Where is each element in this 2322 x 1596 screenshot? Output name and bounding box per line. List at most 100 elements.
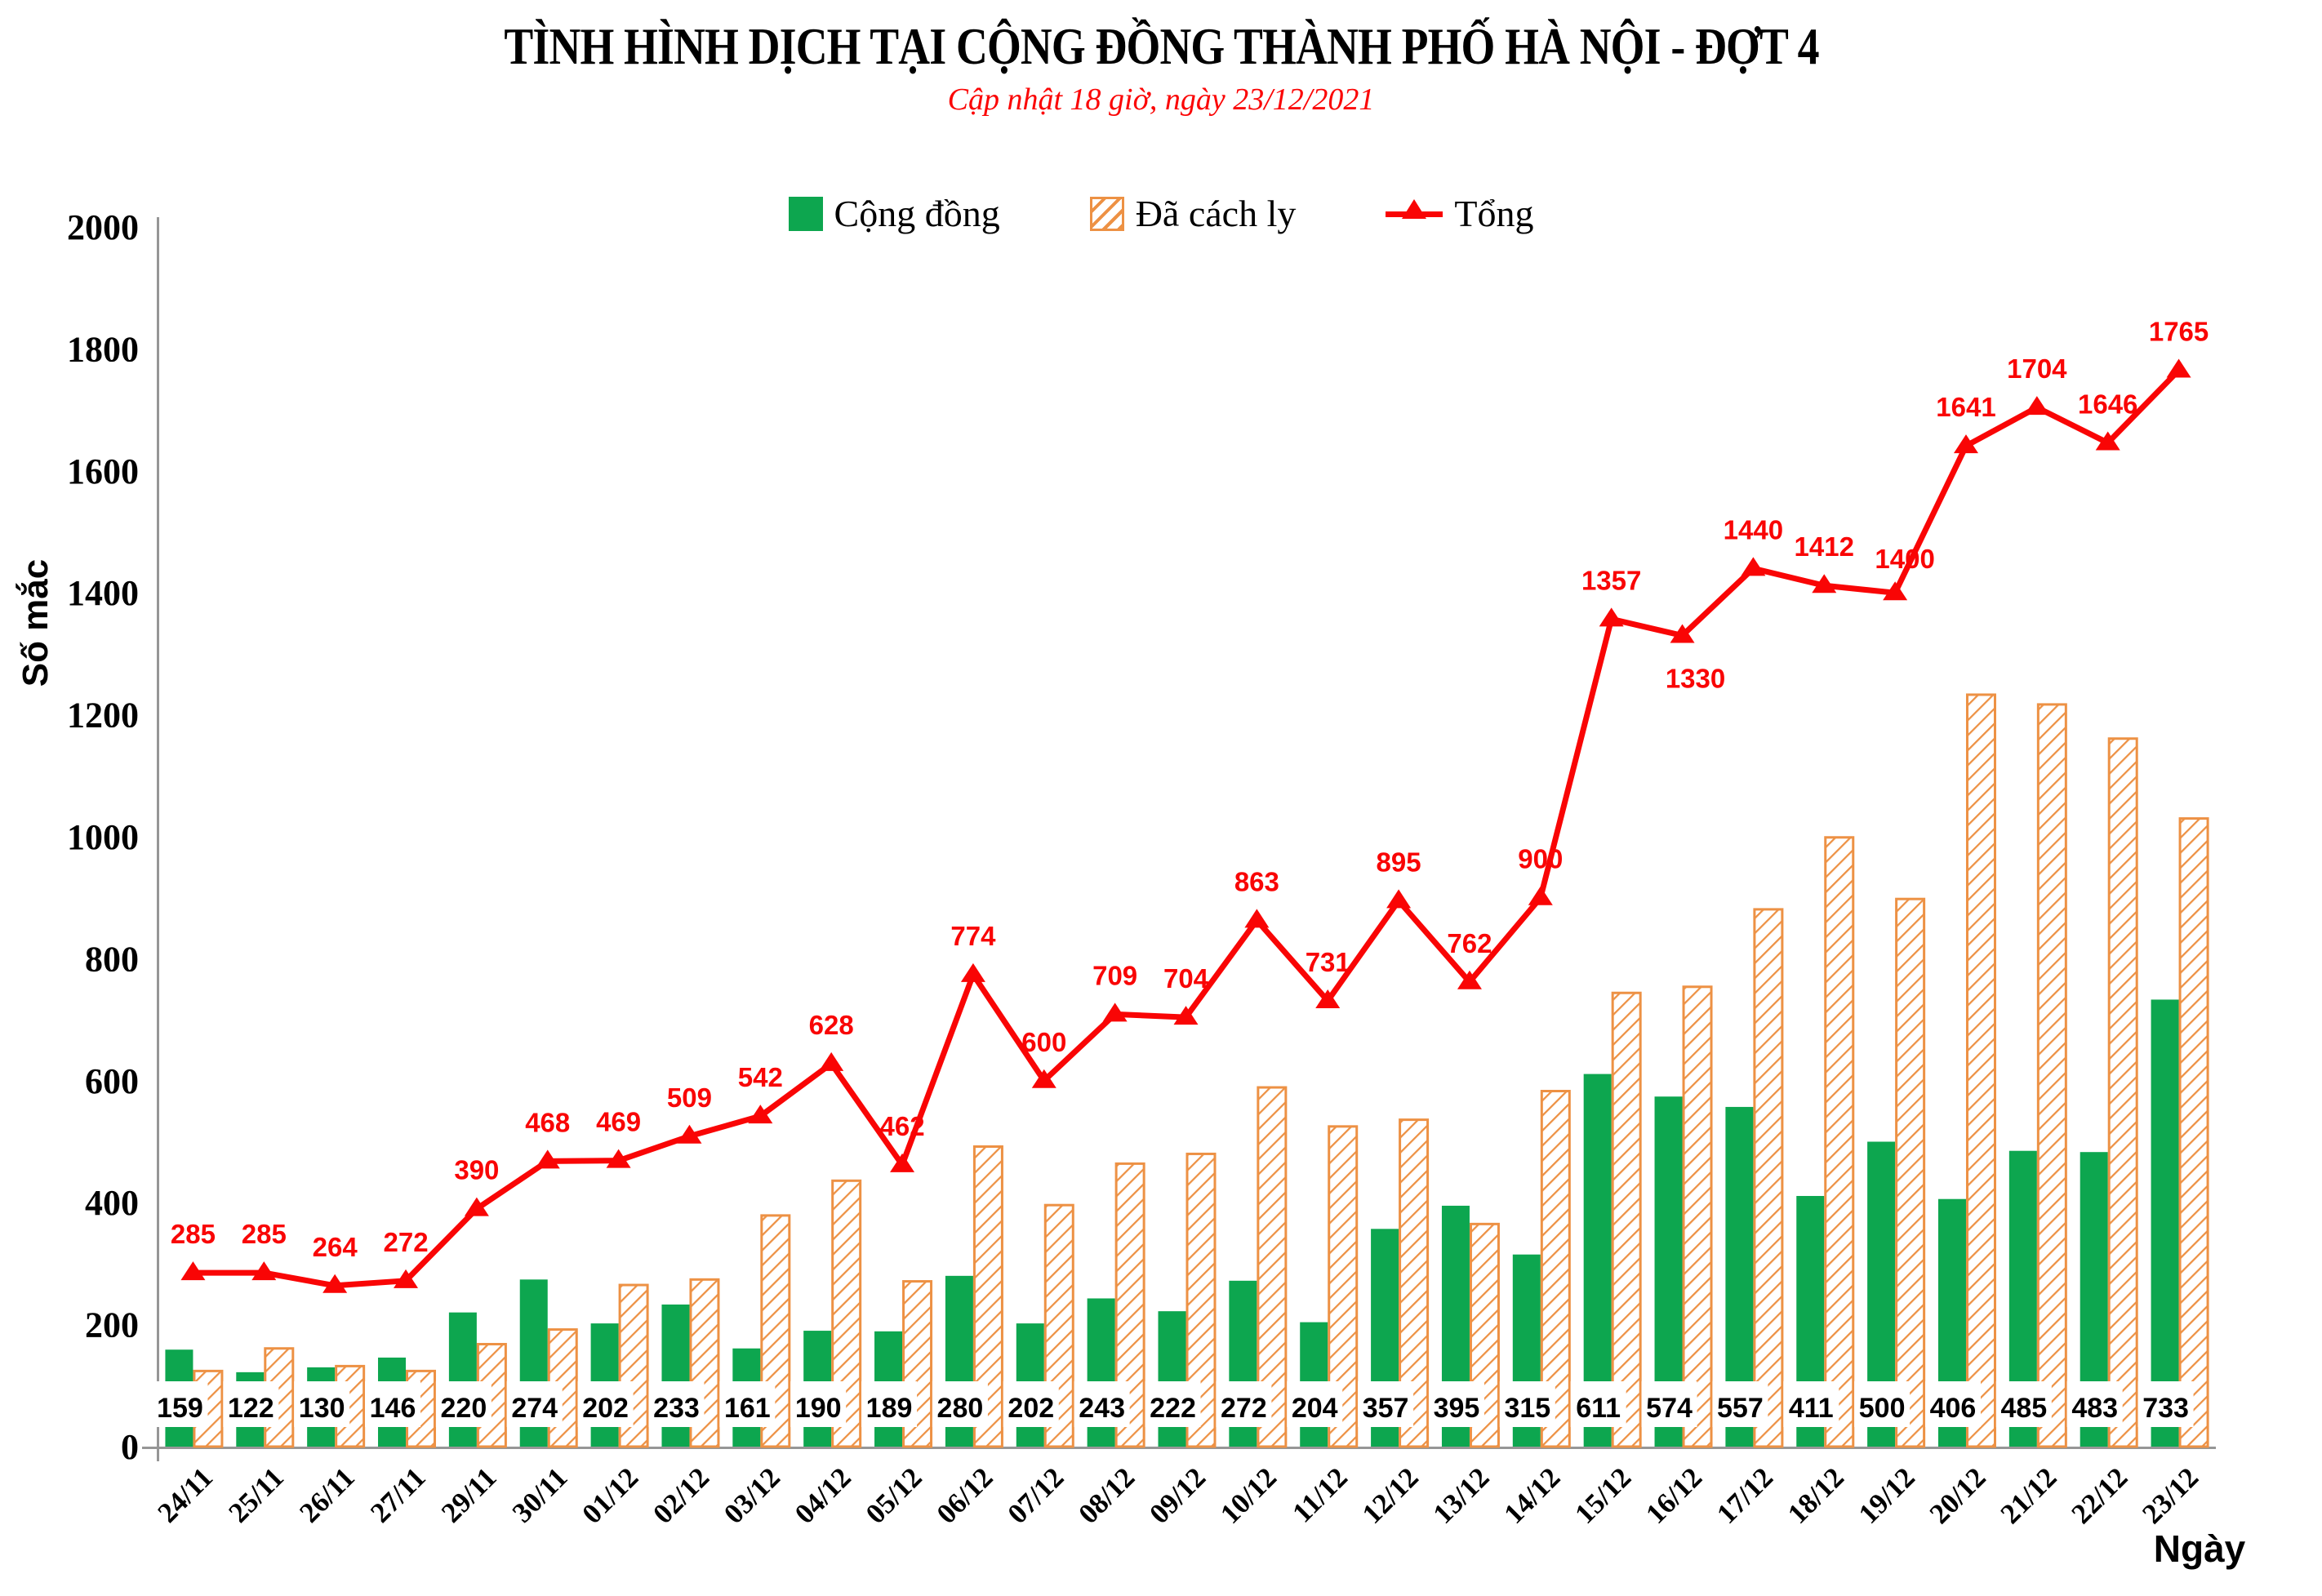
x-tick-label: 29/11 bbox=[435, 1461, 503, 1529]
y-tick-label: 1000 bbox=[67, 817, 139, 857]
bar-da-cach-ly bbox=[1965, 693, 1996, 1448]
bar-label-box bbox=[1358, 1381, 1414, 1427]
line-value-label: 272 bbox=[383, 1227, 428, 1257]
bar-value-label: 411 bbox=[1789, 1393, 1834, 1424]
x-tick-label: 26/11 bbox=[293, 1461, 361, 1529]
bar-da-cach-ly bbox=[1824, 836, 1855, 1448]
bar-value-label: 485 bbox=[2000, 1393, 2047, 1424]
legend-swatch-line-triangle bbox=[1386, 194, 1443, 233]
triangle-marker bbox=[1741, 557, 1766, 576]
legend-label-cong-dong: Cộng đồng bbox=[834, 193, 1000, 234]
triangle-marker bbox=[1173, 1006, 1199, 1025]
bar-da-cach-ly bbox=[1399, 1118, 1430, 1448]
bar-da-cach-ly bbox=[264, 1347, 295, 1448]
bar-label-box bbox=[577, 1381, 634, 1427]
bar-label-box bbox=[648, 1381, 705, 1427]
bar-label-box bbox=[152, 1381, 208, 1427]
bar-label-box bbox=[861, 1381, 918, 1427]
triangle-marker bbox=[2095, 431, 2120, 451]
bar-value-label: 272 bbox=[1221, 1393, 1267, 1424]
bar-label-box bbox=[2137, 1381, 2194, 1427]
triangle-marker bbox=[1102, 1003, 1128, 1022]
line-value-label: 895 bbox=[1377, 847, 1421, 877]
total-line bbox=[180, 358, 2191, 1293]
x-tick-label: 22/12 bbox=[2065, 1461, 2133, 1530]
line-value-label: 462 bbox=[880, 1111, 925, 1141]
x-tick-label: 16/12 bbox=[1639, 1461, 1708, 1530]
bar-value-label: 190 bbox=[795, 1393, 842, 1424]
x-tick-label: 14/12 bbox=[1498, 1461, 1567, 1530]
x-tick-label: 19/12 bbox=[1853, 1461, 1921, 1530]
bar-label-box bbox=[719, 1381, 776, 1427]
x-tick-label: 30/11 bbox=[506, 1461, 574, 1529]
bar-label-box bbox=[1074, 1381, 1130, 1427]
bar-da-cach-ly bbox=[1895, 897, 1926, 1448]
bar-base-labels: 159 122 130 146 220 274 202 233 161 190 189 280 202 2… bbox=[152, 1381, 2194, 1427]
triangle-marker bbox=[1528, 886, 1553, 905]
line-value-label: 469 bbox=[596, 1107, 641, 1137]
bar-label-box bbox=[1712, 1381, 1768, 1427]
y-tick-label: 2000 bbox=[67, 207, 139, 247]
legend-item-cong-dong: Cộng đồng bbox=[788, 193, 1000, 235]
y-tick-label: 600 bbox=[85, 1061, 139, 1101]
line-value-label: 774 bbox=[950, 921, 996, 951]
line-value-label: 1412 bbox=[1795, 531, 1854, 562]
y-tick-labels: 0 200 400 600 800 1000 1200 1400 1600 1800 2000 bbox=[67, 207, 139, 1467]
x-tick-label: 20/12 bbox=[1924, 1461, 1992, 1530]
x-axis-title: Ngày bbox=[2153, 1527, 2246, 1570]
bar-da-cach-ly bbox=[902, 1280, 933, 1448]
x-tick-label: 10/12 bbox=[1214, 1461, 1283, 1530]
x-tick-label: 24/11 bbox=[152, 1461, 220, 1529]
bar-value-label: 130 bbox=[299, 1393, 345, 1424]
legend-swatch-hatched-square bbox=[1089, 197, 1124, 231]
triangle-marker bbox=[394, 1269, 419, 1288]
line-value-label: 1765 bbox=[2149, 317, 2209, 347]
line-value-label: 709 bbox=[1092, 960, 1137, 990]
bar-label-box bbox=[1783, 1381, 1839, 1427]
x-tick-label: 07/12 bbox=[1001, 1461, 1070, 1530]
x-tick-label: 06/12 bbox=[931, 1461, 999, 1530]
line-value-label: 390 bbox=[454, 1155, 499, 1185]
line-value-label: 600 bbox=[1021, 1027, 1066, 1057]
x-tick-label: 12/12 bbox=[1356, 1461, 1425, 1530]
triangle-marker bbox=[1883, 581, 1908, 601]
bar-value-label: 243 bbox=[1079, 1393, 1125, 1424]
legend-label-da-cach-ly: Đã cách ly bbox=[1135, 193, 1297, 234]
legend-triangle-icon bbox=[1402, 199, 1427, 219]
triangle-marker bbox=[1670, 624, 1695, 643]
x-tick-label: 27/11 bbox=[364, 1461, 432, 1529]
bar-da-cach-ly bbox=[2178, 817, 2209, 1448]
x-tick-label: 08/12 bbox=[1072, 1461, 1141, 1530]
chart-title-text: TÌNH HÌNH DỊCH TẠI CỘNG ĐỒNG THÀNH PHỐ H… bbox=[503, 17, 1819, 75]
line-value-label: 1357 bbox=[1581, 565, 1641, 595]
y-tick-label: 200 bbox=[85, 1305, 139, 1345]
bar-da-cach-ly bbox=[335, 1364, 366, 1448]
triangle-marker bbox=[2166, 358, 2191, 378]
legend-swatch-green-square bbox=[788, 197, 823, 231]
line-value-label: 1646 bbox=[2078, 389, 2137, 419]
bar-label-box bbox=[932, 1381, 988, 1427]
triangle-marker bbox=[890, 1153, 915, 1172]
x-tick-label: 05/12 bbox=[860, 1461, 928, 1530]
line-value-label: 762 bbox=[1447, 928, 1492, 958]
line-value-label: 1704 bbox=[2007, 353, 2067, 384]
x-tick-label: 21/12 bbox=[1995, 1461, 2063, 1530]
bar-da-cach-ly bbox=[2107, 737, 2138, 1448]
bar-value-label: 161 bbox=[724, 1393, 771, 1424]
bar-cong-dong bbox=[2151, 999, 2179, 1447]
bar-value-label: 733 bbox=[2142, 1393, 2189, 1424]
bar-label-box bbox=[435, 1381, 492, 1427]
x-tick-label: 11/12 bbox=[1286, 1461, 1354, 1529]
bar-value-label: 274 bbox=[511, 1393, 558, 1424]
bar-label-box bbox=[1499, 1381, 1555, 1427]
line-value-label: 542 bbox=[738, 1062, 783, 1092]
bar-value-label: 483 bbox=[2071, 1393, 2118, 1424]
bar-label-box bbox=[1570, 1381, 1626, 1427]
bar-value-label: 204 bbox=[1292, 1393, 1338, 1424]
bar-da-cach-ly bbox=[1753, 908, 1784, 1448]
line-value-label: 704 bbox=[1163, 963, 1209, 994]
line-value-label: 264 bbox=[313, 1232, 358, 1262]
triangle-marker bbox=[748, 1105, 773, 1124]
x-tick-label: 25/11 bbox=[222, 1461, 290, 1529]
y-tick-label: 1800 bbox=[67, 329, 139, 369]
